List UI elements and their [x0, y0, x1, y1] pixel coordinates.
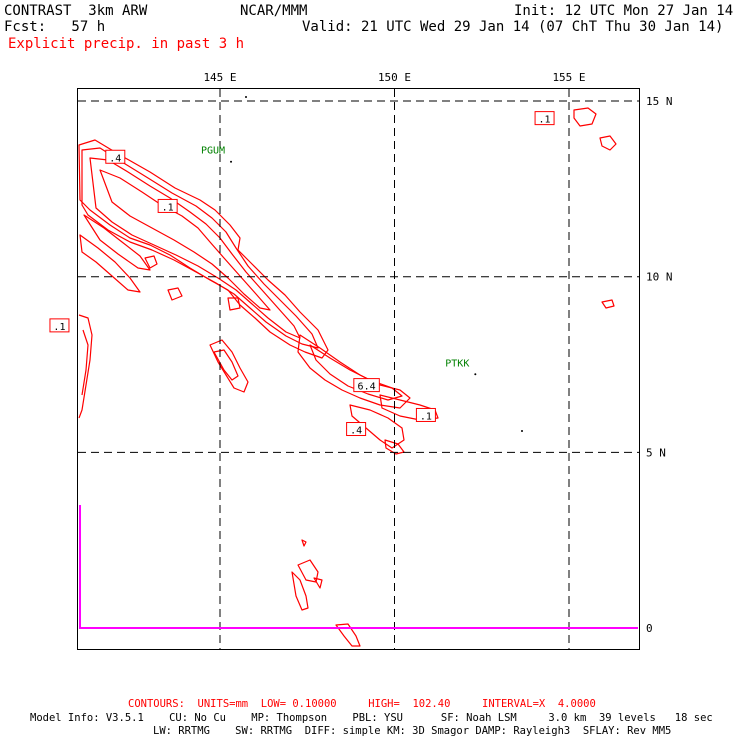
magenta-boundary-line [79, 505, 638, 629]
contour-cell [78, 314, 93, 419]
model-info-line2: LW: RRTMG SW: RRTMG DIFF: simple KM: 3D … [153, 725, 672, 737]
station-dot [474, 373, 477, 376]
contour-band [89, 157, 301, 339]
lon-tick-label: 150 E [378, 71, 411, 84]
contour-cell [81, 329, 89, 396]
contour-band [309, 344, 403, 401]
valid-time: Valid: 21 UTC Wed 29 Jan 14 (07 ChT Thu … [302, 19, 724, 35]
contour-cell [301, 539, 307, 547]
contour-band [297, 334, 411, 409]
contour-band [81, 147, 319, 349]
org-label: NCAR/MMM [240, 3, 308, 19]
contour-cell [601, 299, 615, 309]
contour-cell [167, 287, 183, 301]
contour-cell [313, 577, 323, 589]
svg-text:.1: .1 [539, 115, 551, 126]
contour-value-label: .1 [534, 111, 555, 126]
lat-tick-label: 0 [646, 622, 653, 635]
contour-value-label: .1 [49, 318, 70, 333]
lon-tick-label: 155 E [552, 71, 585, 84]
lon-tick-label: 145 E [203, 71, 236, 84]
precip-contours [78, 107, 617, 647]
contour-cell [297, 559, 319, 583]
contour-labels: .4 .1 .1 .1 6.4 .1 .4 [49, 111, 555, 437]
contour-cell [573, 107, 597, 127]
station-label: PGUM [201, 146, 225, 157]
contour-value-label: .1 [415, 407, 436, 422]
init-time: Init: 12 UTC Mon 27 Jan 14 [514, 3, 734, 19]
contour-value-label: .1 [157, 198, 178, 213]
island-dot [521, 430, 523, 432]
contour-band [379, 394, 439, 421]
lat-lon-grid [78, 89, 639, 649]
svg-text:.1: .1 [420, 411, 432, 422]
model-title: CONTRAST 3km ARW [4, 3, 148, 19]
field-title: Explicit precip. in past 3 h [8, 36, 245, 52]
contour-band [78, 139, 329, 359]
contour-value-label: 6.4 [353, 378, 380, 393]
svg-text:6.4: 6.4 [358, 382, 376, 393]
forecast-hour: Fcst: 57 h [4, 19, 106, 35]
contour-value-label: .4 [346, 422, 367, 437]
contour-band [384, 439, 405, 455]
contour-cell [209, 339, 249, 393]
contour-cell [335, 623, 361, 647]
contours-legend: CONTOURS: UNITS=mm LOW= 0.10000 HIGH= 10… [128, 698, 596, 710]
axis-labels: 145 E 150 E 155 E 15 N 10 N 5 N 0 [203, 71, 672, 635]
map-frame [77, 88, 640, 650]
island-dot [245, 96, 247, 98]
contour-cell [213, 349, 239, 381]
station-markers: PGUM PTKK [201, 146, 477, 376]
lat-tick-label: 15 N [646, 95, 673, 108]
contour-band [83, 214, 151, 271]
contour-cell [227, 297, 241, 311]
svg-text:.1: .1 [162, 202, 174, 213]
model-info-line1: Model Info: V3.5.1 CU: No Cu MP: Thompso… [30, 712, 713, 724]
contour-cell [291, 571, 309, 611]
lat-tick-label: 10 N [646, 271, 673, 284]
contour-band [79, 234, 141, 293]
svg-text:.4: .4 [109, 153, 121, 164]
station-dot [230, 160, 233, 163]
svg-text:.1: .1 [53, 322, 65, 333]
contour-cell [144, 255, 158, 269]
station-label: PTKK [445, 358, 469, 369]
contour-cell [599, 135, 617, 151]
lat-tick-label: 5 N [646, 446, 666, 459]
contour-value-label: .4 [105, 149, 126, 164]
svg-text:.4: .4 [350, 426, 362, 437]
